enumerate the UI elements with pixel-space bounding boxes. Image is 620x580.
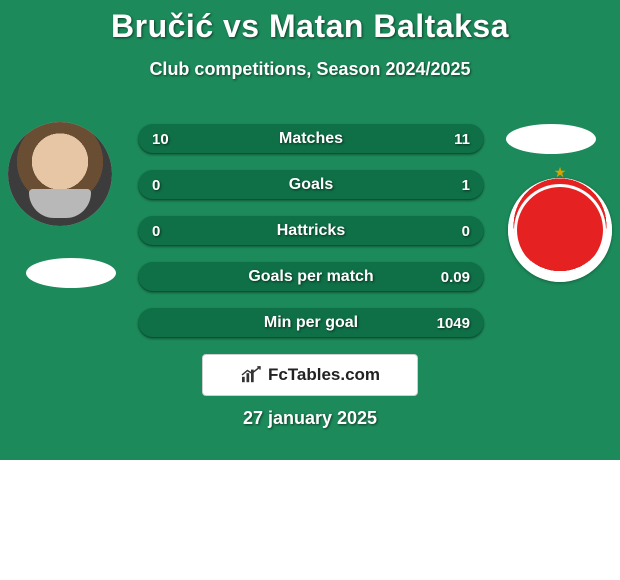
stat-row-goals: 0 Goals 1 — [138, 170, 484, 200]
date-stamp: 27 january 2025 — [0, 408, 620, 429]
star-icon: ★ — [554, 164, 567, 181]
player-left-avatar — [8, 122, 112, 226]
stat-label: Goals — [138, 176, 484, 194]
player-left-flag — [26, 258, 116, 288]
stat-label: Hattricks — [138, 222, 484, 240]
stat-label: Goals per match — [138, 268, 484, 286]
stat-right-value: 0 — [462, 223, 470, 240]
stat-right-value: 1 — [462, 177, 470, 194]
face-placeholder — [8, 122, 112, 226]
branding-box: FcTables.com — [202, 354, 418, 396]
stat-left-value: 10 — [152, 131, 169, 148]
comparison-card: Bručić vs Matan Baltaksa Club competitio… — [0, 0, 620, 460]
stat-right-value: 0.09 — [441, 269, 470, 286]
club-crest: ★ — [508, 178, 612, 282]
stat-row-gpm: Goals per match 0.09 — [138, 262, 484, 292]
subtitle: Club competitions, Season 2024/2025 — [0, 59, 620, 80]
branding-text: FcTables.com — [268, 365, 380, 385]
stat-label: Min per goal — [138, 314, 484, 332]
chart-icon — [240, 366, 262, 384]
stat-row-matches: 10 Matches 11 — [138, 124, 484, 154]
stat-right-value: 11 — [454, 131, 470, 148]
page-title: Bručić vs Matan Baltaksa — [0, 8, 620, 45]
player-right-flag — [506, 124, 596, 154]
stat-row-hattricks: 0 Hattricks 0 — [138, 216, 484, 246]
stat-left-value: 0 — [152, 223, 160, 240]
stat-right-value: 1049 — [437, 315, 470, 332]
stat-left-value: 0 — [152, 177, 160, 194]
stat-label: Matches — [138, 130, 484, 148]
stat-bars: 10 Matches 11 0 Goals 1 0 Hattricks 0 Go… — [138, 124, 484, 354]
stat-row-mpg: Min per goal 1049 — [138, 308, 484, 338]
player-right-crest: ★ — [508, 178, 612, 282]
